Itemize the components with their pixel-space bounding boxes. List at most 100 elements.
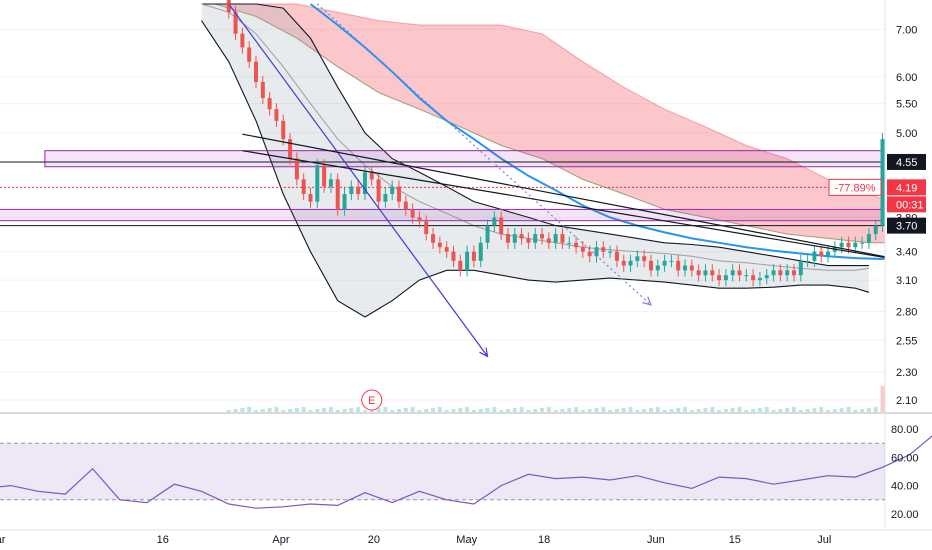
candle — [696, 270, 701, 276]
candle — [431, 234, 436, 243]
candle — [662, 260, 667, 266]
price-tick-label: 2.55 — [896, 335, 917, 347]
volume-bar — [492, 407, 497, 412]
date-tick-label: Jun — [647, 534, 665, 546]
volume-bar — [560, 409, 565, 412]
countdown-badge — [887, 196, 926, 213]
volume-bar — [676, 408, 681, 412]
volume-bar — [703, 408, 708, 412]
volume-bar — [519, 407, 524, 412]
volume-bar — [499, 410, 504, 412]
volume-bar — [648, 408, 653, 412]
volume-bar — [567, 408, 572, 412]
rsi-tick-label: 40.00 — [891, 481, 919, 493]
ichimoku-span-b — [214, 3, 885, 244]
price-badge — [887, 179, 926, 196]
candle — [587, 251, 592, 257]
volume-bar — [839, 408, 844, 412]
volume-bar — [846, 407, 851, 412]
volume-bar — [342, 409, 347, 412]
upper-zone-rect — [44, 150, 885, 168]
price-tick-label: 5.00 — [896, 128, 917, 140]
volume-bar — [403, 408, 408, 412]
candle — [703, 270, 708, 276]
volume-bar — [921, 408, 925, 412]
candle — [798, 260, 803, 276]
date-tick-label: Apr — [272, 534, 289, 546]
candle — [390, 186, 395, 195]
candle — [301, 179, 306, 195]
date-tick-label: Jul — [817, 534, 831, 546]
volume-bar — [866, 408, 871, 412]
candle — [437, 242, 442, 248]
candle — [471, 251, 476, 261]
candle — [335, 179, 340, 210]
candle — [274, 109, 279, 121]
candle — [614, 251, 619, 261]
volume-bar — [574, 407, 579, 412]
volume-bar — [635, 410, 640, 412]
volume-bar — [601, 407, 606, 412]
volume-bar — [764, 407, 769, 412]
candle — [519, 234, 524, 239]
candle — [512, 234, 517, 243]
volume-bar — [642, 409, 647, 412]
volume-bar — [390, 410, 395, 412]
candle — [533, 234, 538, 243]
candle — [805, 260, 810, 262]
candle — [308, 194, 313, 202]
volume-bar — [526, 410, 531, 412]
candle — [928, 217, 932, 225]
volume-bar — [356, 407, 361, 412]
volume-bar — [533, 409, 538, 412]
candle — [785, 270, 790, 276]
candle — [676, 260, 681, 271]
volume-bar — [362, 410, 367, 412]
rsi-tick-label: 20.00 — [891, 509, 919, 521]
candle — [356, 186, 361, 195]
volume-bar — [778, 409, 783, 412]
date-tick-label: 16 — [157, 534, 169, 546]
countdown-badge-label: 00:31 — [896, 199, 924, 211]
price-tick-label: 5.50 — [896, 99, 917, 111]
volume-bar — [417, 410, 422, 412]
candle — [873, 225, 878, 235]
volume-bar — [737, 407, 742, 412]
candle — [328, 179, 333, 187]
volume-bar — [791, 407, 796, 412]
volume-bar — [451, 409, 456, 412]
volume-bar — [744, 410, 749, 412]
volume-bar — [540, 408, 545, 412]
candle — [342, 194, 347, 210]
dotted-arrow-head — [642, 296, 652, 306]
candle — [574, 242, 579, 248]
date-tick-label: 18 — [538, 534, 550, 546]
volume-bar — [785, 408, 790, 412]
candle — [294, 158, 299, 180]
volume-bar — [798, 410, 803, 412]
volume-bar — [717, 410, 722, 412]
volume-bar — [260, 409, 265, 412]
volume-bar — [267, 408, 272, 412]
volume-bar — [478, 409, 483, 412]
candle — [369, 172, 374, 180]
volume-bar — [444, 410, 449, 412]
candle — [887, 104, 891, 140]
price-badge-label: 3.70 — [896, 221, 917, 233]
triangle-upper-line — [242, 133, 885, 258]
candle — [247, 47, 252, 62]
volume-bar — [240, 408, 245, 412]
volume-bar — [281, 410, 286, 412]
candle — [240, 33, 245, 48]
price-tick-label: 7.00 — [896, 24, 917, 36]
volume-bar — [546, 407, 551, 412]
candle — [594, 247, 599, 257]
volume-bar — [437, 407, 442, 412]
price-badge — [887, 153, 926, 170]
candle — [642, 256, 647, 261]
candle — [723, 275, 728, 281]
date-tick-label: 20 — [368, 534, 380, 546]
volume-bar — [928, 407, 932, 412]
volume-bar — [696, 409, 701, 412]
falling-arrow-line — [228, 3, 489, 357]
